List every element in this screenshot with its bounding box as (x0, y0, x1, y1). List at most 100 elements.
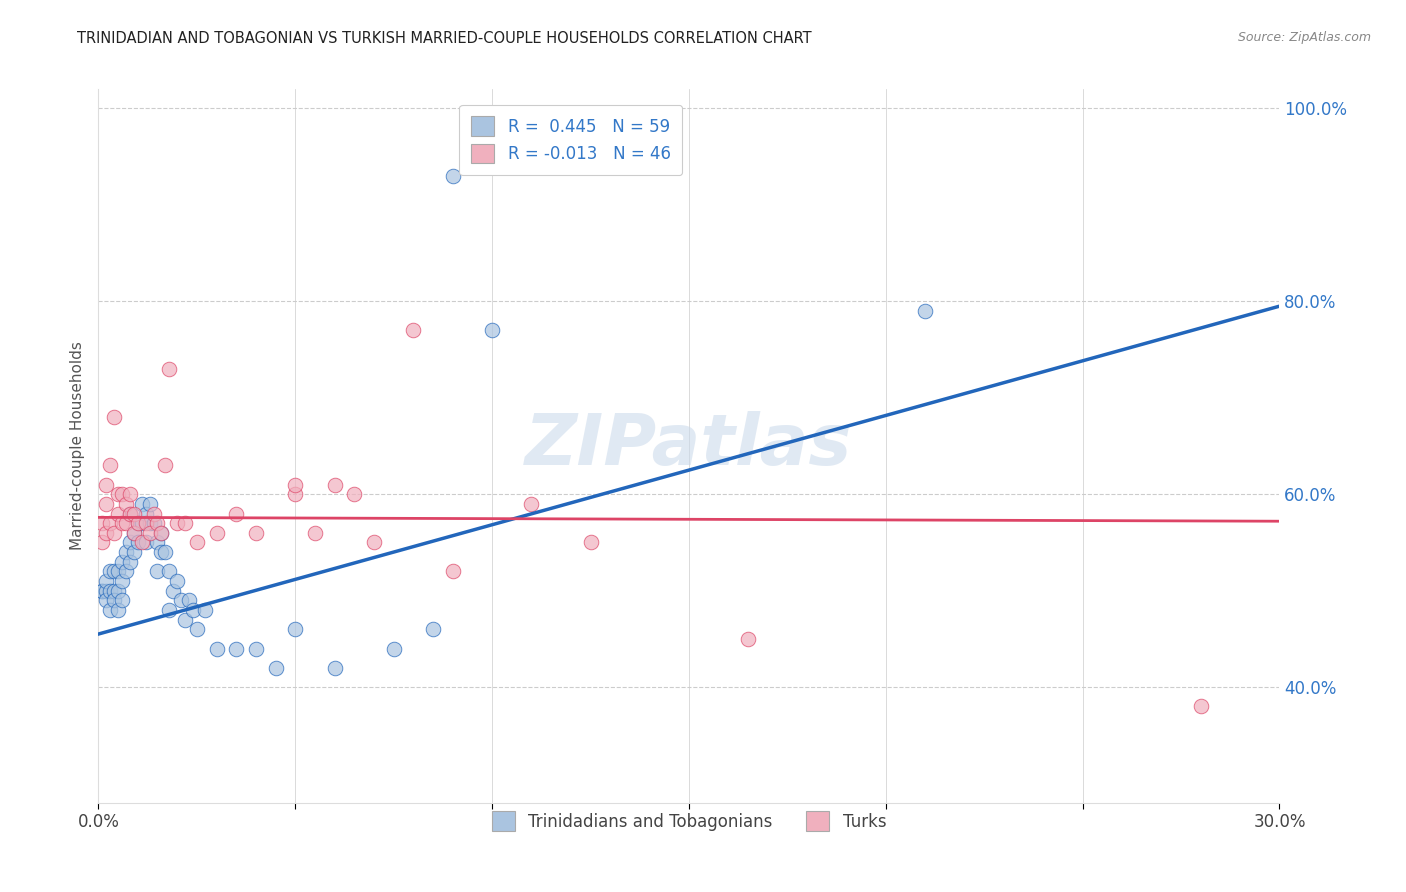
Point (122, 525, 145, 540)
Point (107, 487, 129, 501)
Point (205, 641, 228, 656)
Point (138, 525, 160, 540)
Point (422, 622, 444, 636)
Point (115, 516, 138, 530)
Point (98, 603, 121, 617)
Point (304, 525, 326, 540)
Point (157, 565, 180, 579)
Point (107, 583, 129, 598)
Point (91, 535, 114, 549)
Point (103, 525, 125, 540)
Text: Source: ZipAtlas.com: Source: ZipAtlas.com (1237, 31, 1371, 45)
Point (194, 603, 217, 617)
Point (914, 304, 936, 318)
Point (131, 516, 153, 530)
Point (118, 507, 141, 521)
Point (107, 603, 129, 617)
Point (115, 565, 138, 579)
Text: TRINIDADIAN AND TOBAGONIAN VS TURKISH MARRIED-COUPLE HOUSEHOLDS CORRELATION CHAR: TRINIDADIAN AND TOBAGONIAN VS TURKISH MA… (77, 31, 811, 46)
Point (91, 583, 114, 598)
Point (737, 632, 759, 646)
Point (162, 583, 184, 598)
Point (98, 458, 121, 473)
Point (131, 497, 153, 511)
Point (382, 641, 405, 656)
Point (135, 535, 157, 549)
Point (122, 507, 145, 521)
Point (122, 545, 145, 559)
Point (186, 535, 208, 549)
Point (98, 565, 121, 579)
Point (91, 583, 114, 598)
Point (118, 507, 141, 521)
Point (155, 458, 177, 473)
Point (264, 661, 287, 675)
Point (323, 661, 346, 675)
Point (138, 497, 160, 511)
Point (127, 535, 149, 549)
Point (103, 593, 125, 607)
Point (225, 507, 247, 521)
Point (150, 525, 173, 540)
Point (135, 507, 157, 521)
Point (96, 525, 118, 540)
Point (157, 362, 180, 376)
Point (98, 583, 121, 598)
Point (1189, 699, 1212, 714)
Point (150, 545, 173, 559)
Point (520, 497, 543, 511)
Point (579, 535, 602, 549)
Point (96, 593, 118, 607)
Point (402, 323, 425, 337)
Point (284, 622, 307, 636)
Point (146, 535, 169, 549)
Point (103, 410, 125, 425)
Point (481, 323, 503, 337)
Point (138, 516, 160, 530)
Point (131, 535, 153, 549)
Point (323, 477, 346, 491)
Point (363, 535, 385, 549)
Point (115, 545, 138, 559)
Point (245, 525, 267, 540)
Point (343, 487, 366, 501)
Point (135, 516, 157, 530)
Point (111, 574, 134, 588)
Point (150, 525, 173, 540)
Point (107, 507, 129, 521)
Legend: Trinidadians and Tobagonians, Turks: Trinidadians and Tobagonians, Turks (485, 805, 893, 838)
Point (96, 583, 118, 598)
Point (146, 565, 169, 579)
Point (146, 516, 169, 530)
Point (122, 525, 145, 540)
Y-axis label: Married-couple Households: Married-couple Households (69, 342, 84, 550)
Point (205, 525, 228, 540)
Point (96, 497, 118, 511)
Point (170, 593, 193, 607)
Point (111, 487, 134, 501)
Point (166, 574, 188, 588)
Point (155, 545, 177, 559)
Point (111, 555, 134, 569)
Text: ZIPatlas: ZIPatlas (526, 411, 852, 481)
Point (103, 583, 125, 598)
Point (441, 169, 464, 183)
Point (96, 574, 118, 588)
Point (245, 641, 267, 656)
Point (127, 516, 149, 530)
Point (177, 593, 200, 607)
Point (127, 516, 149, 530)
Point (115, 497, 138, 511)
Point (174, 516, 197, 530)
Point (157, 603, 180, 617)
Point (166, 516, 188, 530)
Point (441, 565, 464, 579)
Point (91, 516, 114, 530)
Point (118, 555, 141, 569)
Point (118, 535, 141, 549)
Point (284, 477, 307, 491)
Point (96, 477, 118, 491)
Point (142, 507, 165, 521)
Point (142, 516, 165, 530)
Point (181, 603, 204, 617)
